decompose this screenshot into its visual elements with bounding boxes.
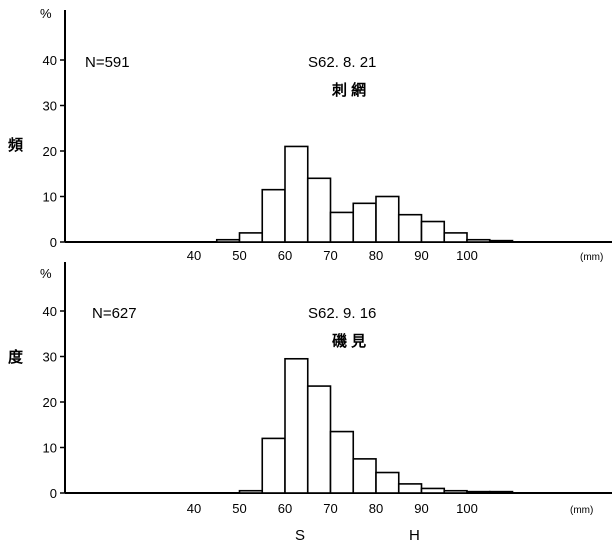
histogram-bar	[284, 357, 309, 494]
ylabel-char-1: 頻	[8, 136, 23, 154]
sample-size-label: N=627	[92, 305, 137, 322]
histogram-bar	[397, 213, 423, 243]
y-tick-label: 0	[50, 235, 57, 250]
histogram-bar	[466, 490, 491, 494]
histogram-bar	[443, 232, 468, 243]
histogram-bar	[488, 239, 514, 243]
y-unit-label: %	[40, 6, 52, 21]
histogram-panel-bottom: 0 10 20 30 40% 40 50 60 70 80 90 100 (mm) N=627 S62. 9…	[40, 262, 612, 516]
y-tick-label: 20	[43, 395, 57, 410]
histogram-panel-top: 0 10 20 30 40% 40 50 60 70 80 90 100 (mm) N=591 S62. 8…	[40, 6, 612, 263]
y-tick-label: 30	[43, 99, 57, 114]
histogram-bar	[375, 195, 400, 243]
histogram-bar	[261, 437, 286, 494]
histogram-bar	[375, 471, 400, 494]
histogram-bar	[306, 177, 332, 243]
x-unit-label: (mm)	[580, 252, 603, 263]
histogram-bar	[420, 220, 446, 243]
histogram-bar	[329, 211, 355, 243]
gear-location-label: 刺 網	[332, 81, 366, 99]
y-tick-label: 40	[43, 304, 57, 319]
x-tick-label: 90	[414, 248, 428, 263]
histogram-bar	[352, 458, 377, 494]
y-unit-label: %	[40, 266, 52, 281]
x-tick-label: 70	[323, 501, 337, 516]
y-tick-label: 10	[43, 441, 57, 456]
x-tick-label: 80	[369, 501, 383, 516]
x-tick-label: 80	[369, 248, 383, 263]
x-tick-label: 60	[278, 501, 292, 516]
date-label: S62. 9. 16	[308, 305, 376, 322]
histogram-bar	[352, 202, 377, 243]
xlabel-char-2: H	[409, 527, 420, 543]
x-tick-label: 50	[232, 501, 246, 516]
y-tick-label: 40	[43, 53, 57, 68]
x-tick-label: 100	[456, 501, 478, 516]
x-tick-label: 40	[187, 501, 201, 516]
histogram-bar	[329, 430, 355, 494]
histogram-bar	[284, 145, 309, 243]
x-tick-label: 40	[187, 248, 201, 263]
y-tick-label: 10	[43, 190, 57, 205]
histogram-bar	[443, 489, 468, 494]
x-tick-label: 90	[414, 501, 428, 516]
y-tick-label: 20	[43, 144, 57, 159]
x-tick-label: 70	[323, 248, 337, 263]
gear-location-label: 磯 見	[332, 332, 366, 350]
x-tick-label: 100	[456, 248, 478, 263]
histogram-bar	[215, 238, 241, 243]
histogram-bar	[397, 483, 423, 494]
histogram-bar	[261, 188, 286, 243]
y-tick-label: 0	[50, 486, 57, 501]
histogram-bar	[466, 238, 491, 243]
histogram-bar	[238, 489, 264, 494]
y-tick-label: 30	[43, 350, 57, 365]
x-tick-label: 60	[278, 248, 292, 263]
date-label: S62. 8. 21	[308, 54, 376, 71]
histogram-bar	[420, 487, 446, 494]
xlabel-char-1: S	[295, 527, 305, 543]
x-tick-label: 50	[232, 248, 246, 263]
ylabel-char-2: 度	[8, 348, 24, 366]
histogram-bar	[306, 385, 332, 494]
histogram-bar	[488, 490, 514, 494]
sample-size-label: N=591	[85, 54, 130, 71]
histogram-bar	[238, 232, 264, 243]
x-unit-label: (mm)	[570, 505, 593, 516]
